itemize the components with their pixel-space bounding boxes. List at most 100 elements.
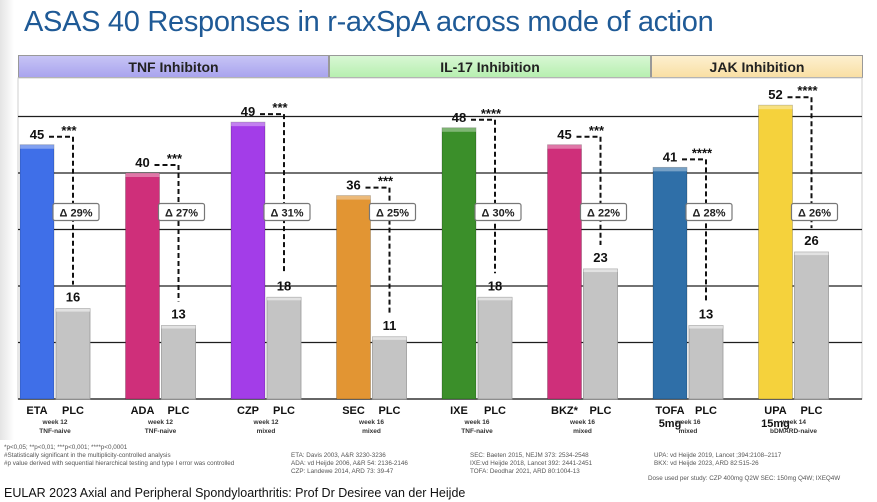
data-label-active: 48 (452, 110, 466, 125)
bar-chart: 45 16 *** Δ 29% ETA PLC week 12 TNF-naive 40 13 **… (17, 77, 863, 435)
delta-box (368, 202, 417, 222)
tick-label-placebo: PLC (801, 405, 823, 417)
bar-placebo (266, 296, 302, 400)
left-edge-shade (0, 0, 14, 440)
tick-label-dose: 5mg (659, 418, 682, 430)
delta-box (579, 202, 628, 222)
footnote-refs-jak: UPA: vd Heijde 2019, Lancet ;394:2108–21… (654, 452, 781, 468)
data-label-placebo: 11 (383, 318, 397, 333)
bar-active-highlight (547, 144, 582, 149)
bar-placebo-highlight (161, 325, 196, 329)
tick-label-drug: TOFA (655, 405, 684, 417)
population-label: TNF-naive (461, 428, 493, 435)
tick-label-placebo: PLC (695, 405, 717, 417)
footnote-line: *p<0,05; **p<0,01; ***p<0,001; ****p<0,0… (4, 444, 128, 451)
data-label-active: 36 (346, 178, 360, 193)
tick-label-drug: SEC (342, 405, 365, 417)
week-label: week 16 (358, 419, 384, 426)
reference-line: ADA: vd Heijde 2006, A&R 54: 2136-2146 (291, 460, 408, 468)
tick-label-drug: UPA (764, 405, 786, 417)
reference-line: UPA: vd Heijde 2019, Lancet ;394:2108–21… (654, 452, 782, 459)
footnote-line: #p value derived with sequential hierarc… (4, 460, 235, 468)
bar-placebo-highlight (583, 269, 618, 273)
bar-active-highlight (442, 127, 476, 132)
delta-label: Δ 28% (693, 208, 726, 220)
data-label-placebo: 13 (171, 307, 185, 322)
tick-label-drug: IXE (450, 405, 468, 417)
band-il17-inhibition: IL-17 Inhibition (329, 55, 651, 78)
week-label: week 12 (147, 419, 173, 426)
bar-placebo (688, 325, 724, 400)
significance-stars: **** (692, 145, 713, 160)
bar-active (19, 144, 55, 400)
footnote-refs-tnf: ETA: Davis 2003, A&R 3230-3236 ADA: vd H… (291, 452, 408, 477)
population-label: mixed (573, 428, 592, 435)
significance-stars: *** (272, 100, 288, 115)
delta-box (52, 202, 100, 222)
tick-label-placebo: PLC (379, 405, 401, 417)
data-label-active: 40 (135, 155, 149, 170)
data-label-placebo: 16 (66, 290, 80, 305)
reference-line: IXE:vd Heijde 2018, Lancet 392: 2441-245… (470, 460, 593, 468)
delta-label: Δ 22% (587, 208, 620, 220)
significance-bracket (154, 164, 180, 302)
data-label-active: 45 (30, 127, 44, 142)
significance-stars: *** (167, 151, 183, 166)
delta-label: Δ 26% (798, 208, 831, 220)
bar-active-highlight (125, 173, 160, 177)
bar-active (441, 127, 477, 400)
week-label: week 16 (675, 419, 701, 426)
delta-box (474, 202, 522, 222)
delta-box (685, 202, 733, 222)
population-label: bDMARD-naive (770, 428, 817, 435)
population-label: mixed (679, 428, 698, 435)
significance-stars: **** (481, 106, 502, 121)
population-label: TNF-naive (145, 428, 177, 435)
bar-placebo-highlight (689, 325, 723, 329)
bar-active-highlight (336, 195, 371, 200)
week-label: week 12 (42, 419, 68, 426)
significance-stars: *** (61, 123, 77, 138)
delta-label: Δ 27% (165, 208, 198, 220)
data-label-placebo: 26 (804, 233, 818, 248)
bar-placebo-highlight (267, 297, 301, 301)
reference-line: ETA: Davis 2003, A&R 3230-3236 (291, 452, 386, 459)
bar-active (336, 195, 371, 400)
bar-placebo (794, 251, 829, 400)
bar-active-highlight (20, 144, 54, 149)
tick-label-placebo: PLC (273, 405, 295, 417)
bar-placebo-highlight (372, 336, 407, 340)
week-label: week 16 (464, 419, 490, 426)
bar-active (652, 166, 688, 400)
bar-active-highlight (758, 105, 793, 110)
population-label: TNF-naive (39, 428, 71, 435)
population-label: mixed (362, 428, 381, 435)
significance-stars: **** (797, 83, 818, 98)
bar-placebo (55, 308, 91, 400)
tick-label-placebo: PLC (484, 405, 506, 417)
delta-label: Δ 30% (482, 208, 515, 220)
bar-active (125, 172, 160, 400)
slide-caption: EULAR 2023 Axial and Peripheral Spondylo… (0, 484, 877, 502)
tick-label-drug: ETA (26, 405, 47, 417)
band-tnf-inhibition: TNF Inhibiton (18, 55, 329, 78)
data-label-active: 52 (768, 87, 782, 102)
footnote-dose: Dose used per study: CZP 400mg Q2W SEC: … (648, 475, 841, 482)
tick-label-placebo: PLC (62, 405, 84, 417)
bar-placebo (161, 325, 196, 400)
significance-stars: *** (378, 174, 394, 189)
significance-stars: *** (589, 123, 605, 138)
reference-line: BKX: vd Heijde 2023, ARD 82:515-26 (654, 460, 759, 468)
bar-placebo (372, 336, 407, 400)
bar-active-highlight (231, 122, 265, 127)
delta-box (790, 202, 839, 222)
data-label-active: 49 (241, 104, 255, 119)
delta-label: Δ 31% (271, 208, 304, 220)
week-label: week 14 (780, 419, 806, 426)
delta-label: Δ 29% (60, 208, 93, 220)
bar-placebo-highlight (56, 308, 90, 312)
bar-active (547, 144, 582, 400)
reference-line: TOFA: Deodhar 2021, ARD 80:1004-13 (470, 468, 580, 476)
data-label-placebo: 18 (488, 278, 502, 293)
tick-label-placebo: PLC (590, 405, 612, 417)
